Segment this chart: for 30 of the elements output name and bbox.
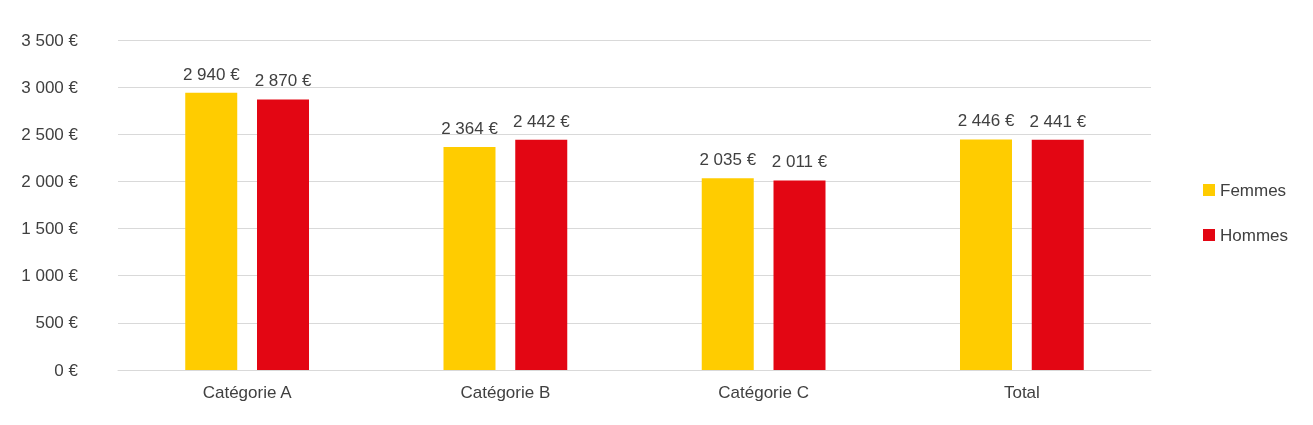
bar — [185, 92, 238, 370]
bar — [701, 178, 754, 370]
data-label: 2 035 € — [699, 150, 757, 170]
x-tick-label: Catégorie A — [202, 383, 293, 402]
y-tick-label: 3 000 € — [21, 77, 79, 97]
bar — [443, 147, 496, 370]
data-label: 2 870 € — [254, 71, 312, 91]
y-tick-label: 0 € — [54, 360, 79, 380]
bar — [257, 99, 310, 370]
legend-label: Femmes — [1219, 180, 1287, 200]
x-tick-label: Catégorie C — [718, 383, 809, 402]
data-label: 2 446 € — [957, 111, 1015, 131]
y-tick-label: 1 500 € — [21, 219, 79, 239]
y-tick-label: 3 500 € — [21, 30, 79, 50]
y-tick-label: 500 € — [35, 313, 79, 333]
bar — [773, 180, 826, 370]
x-tick-label: Catégorie B — [460, 383, 551, 402]
y-tick-label: 1 000 € — [21, 266, 79, 286]
data-label: 2 940 € — [182, 64, 241, 84]
data-label: 2 442 € — [512, 111, 571, 131]
bar — [960, 139, 1012, 370]
y-tick-label: 2 000 € — [21, 171, 79, 191]
y-tick-label: 2 500 € — [21, 124, 79, 144]
bar — [515, 139, 568, 370]
legend-label: Hommes — [1219, 225, 1289, 245]
x-tick-label: Total — [1003, 383, 1040, 402]
data-label: 2 441 € — [1029, 111, 1087, 131]
data-label: 2 364 € — [441, 119, 499, 139]
bar — [1031, 139, 1084, 370]
data-label: 2 011 € — [771, 152, 828, 172]
